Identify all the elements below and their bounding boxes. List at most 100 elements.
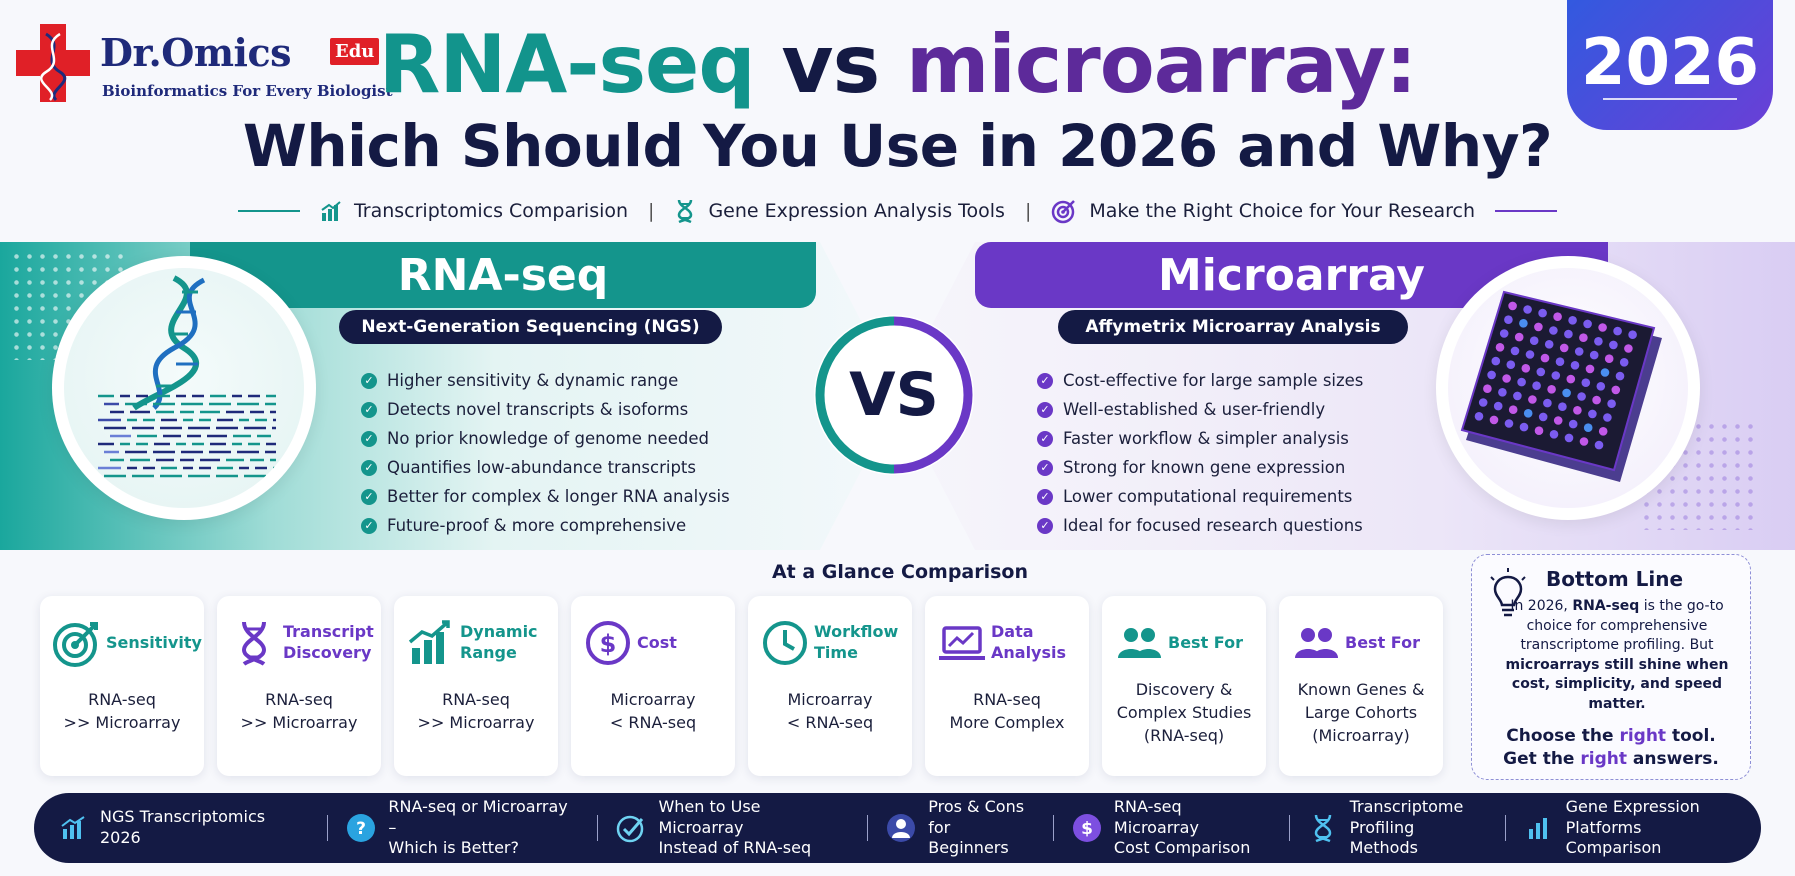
bottom-line-text: In 2026, RNA-seq is the go-to choice for… xyxy=(1505,598,1729,712)
microarray-spots xyxy=(1474,301,1637,450)
microarray-spot xyxy=(1624,344,1633,353)
microarray-spot xyxy=(1489,415,1499,425)
microarray-spot xyxy=(1579,437,1589,446)
microarray-spot xyxy=(1540,353,1550,363)
dna-icon xyxy=(1308,813,1338,843)
microarray-spot xyxy=(1519,319,1528,328)
medical-cross-icon xyxy=(16,24,90,102)
microarray-spot xyxy=(1517,377,1526,387)
year-badge-text: 2026 xyxy=(1580,26,1760,100)
rnaseq-feature-list: ✓ Higher sensitivity & dynamic range ✓ Det… xyxy=(361,366,730,540)
microarray-spot xyxy=(1573,406,1582,415)
card-value: Microarray < RNA-seq xyxy=(786,690,874,733)
card-value: RNA-seq >> Microarray xyxy=(417,690,535,733)
card-label: Sensitivity xyxy=(106,632,202,652)
check-icon: ✓ xyxy=(361,430,377,447)
microarray-spot xyxy=(1553,312,1562,321)
comparison-card: Data Analysis RNA-seq More Complex xyxy=(925,596,1089,776)
microarray-feature-list: ✓ Cost-effective for large sample sizes ✓… xyxy=(1037,366,1363,540)
footer-link-cost-comparison[interactable]: $ RNA-seq Microarray Cost Comparison xyxy=(1072,797,1271,859)
bottom-line-cta: Choose the right tool. Get the right ans… xyxy=(1503,726,1719,769)
divider-line xyxy=(237,210,300,212)
microarray-spot xyxy=(1615,371,1625,381)
card-label: Cost xyxy=(637,632,677,652)
list-item: ✓ Cost-effective for large sample sizes xyxy=(1037,366,1363,395)
footer-link-platforms-comparison[interactable]: Gene Expression Platforms Comparison xyxy=(1524,797,1741,859)
sequencing-reads xyxy=(98,394,276,478)
microarray-spot xyxy=(1483,384,1492,393)
microarray-spot xyxy=(1628,330,1637,339)
topic-separator: | xyxy=(1024,200,1032,222)
card-label: Transcript Discovery xyxy=(283,622,374,662)
footer-link-which-is-better[interactable]: ? RNA-seq or Microarray – Which is Bette… xyxy=(346,797,579,859)
brand-tagline: Bioinformatics For Every Biologist xyxy=(102,82,393,100)
dollar-icon: $ xyxy=(586,621,630,665)
microarray-spot xyxy=(1579,333,1588,342)
card-value: RNA-seq >> Microarray xyxy=(240,690,358,733)
microarray-spot xyxy=(1523,409,1533,418)
user-icon xyxy=(886,813,916,843)
list-item: ✓ Ideal for focused research questions xyxy=(1037,511,1363,540)
page-subtitle: Which Should You Use in 2026 and Why? xyxy=(242,112,1553,180)
microarray-spot xyxy=(1564,433,1574,443)
dna-icon xyxy=(241,621,267,666)
footer-separator xyxy=(1504,815,1506,841)
dna-reads-image xyxy=(98,275,276,478)
microarray-spot xyxy=(1553,416,1563,425)
vs-label: VS xyxy=(849,360,939,430)
microarray-spot xyxy=(1544,340,1554,349)
target-icon xyxy=(1052,200,1076,224)
footer-link-when-to-use[interactable]: When to Use Microarray Instead of RNA-se… xyxy=(616,797,849,859)
microarray-spot xyxy=(1583,423,1593,432)
title-rnaseq: RNA-seq xyxy=(378,18,756,111)
microarray-spot xyxy=(1538,308,1547,318)
footer-link-pros-cons[interactable]: Pros & Cons for Beginners xyxy=(886,797,1035,859)
check-icon: ✓ xyxy=(1037,517,1053,534)
microarray-spot xyxy=(1499,329,1509,338)
list-item: ✓ Quantifies low-abundance transcripts xyxy=(361,453,730,482)
title-vs: vs xyxy=(754,18,907,111)
microarray-spot xyxy=(1543,398,1552,408)
comparison-cards: Sensitivity RNA-seq >> Microarray Transc… xyxy=(40,596,1443,776)
microarray-spot xyxy=(1549,326,1558,335)
check-icon: ✓ xyxy=(361,401,377,418)
microarray-spot xyxy=(1594,337,1603,346)
comparison-card: Best For Discovery & Complex Studies (RN… xyxy=(1102,596,1266,776)
microarray-spot xyxy=(1598,427,1608,436)
bar-chart-icon xyxy=(1524,813,1554,843)
footer-separator xyxy=(1052,815,1054,841)
microarray-spot xyxy=(1564,329,1573,339)
footer-link-profiling-methods[interactable]: Transcriptome Profiling Methods xyxy=(1308,797,1487,859)
list-item: ✓ Better for complex & longer RNA analysi… xyxy=(361,482,730,511)
footer-link-ngs-transcriptomics[interactable]: NGS Transcriptomics 2026 xyxy=(58,807,309,849)
microarray-spot xyxy=(1607,399,1616,408)
microarray-spot xyxy=(1514,332,1524,342)
microarray-spot xyxy=(1594,440,1604,450)
microarray-illustration xyxy=(1436,256,1700,520)
microarray-spot xyxy=(1532,381,1541,390)
card-value: RNA-seq >> Microarray xyxy=(63,690,181,733)
check-icon: ✓ xyxy=(1037,488,1053,505)
bottom-line-box: Bottom Line In 2026, RNA-seq is the go-t… xyxy=(1471,554,1751,780)
microarray-spot xyxy=(1487,370,1496,380)
microarray-spot xyxy=(1519,422,1529,432)
title-microarray: microarray: xyxy=(906,18,1417,111)
microarray-spot xyxy=(1589,350,1599,360)
microarray-spot xyxy=(1474,412,1484,421)
glance-title: At a Glance Comparison xyxy=(771,561,1029,583)
microarray-spot xyxy=(1568,419,1578,429)
rnaseq-subtitle: Next-Generation Sequencing (NGS) xyxy=(339,310,722,344)
microarray-spot xyxy=(1498,388,1507,397)
vs-badge: VS xyxy=(814,315,974,475)
people-icon xyxy=(1118,628,1161,658)
comparison-card: Sensitivity RNA-seq >> Microarray xyxy=(40,596,204,776)
microarray-spot xyxy=(1592,395,1601,405)
microarray-spot xyxy=(1558,402,1567,411)
microarray-spot xyxy=(1491,356,1501,366)
microarray-spot xyxy=(1538,412,1548,422)
microarray-spot xyxy=(1551,371,1561,380)
microarray-spot xyxy=(1559,343,1569,353)
microarray-spot xyxy=(1613,326,1622,336)
microarray-spot xyxy=(1619,358,1629,367)
comparison-card: Workflow Time Microarray < RNA-seq xyxy=(748,596,912,776)
